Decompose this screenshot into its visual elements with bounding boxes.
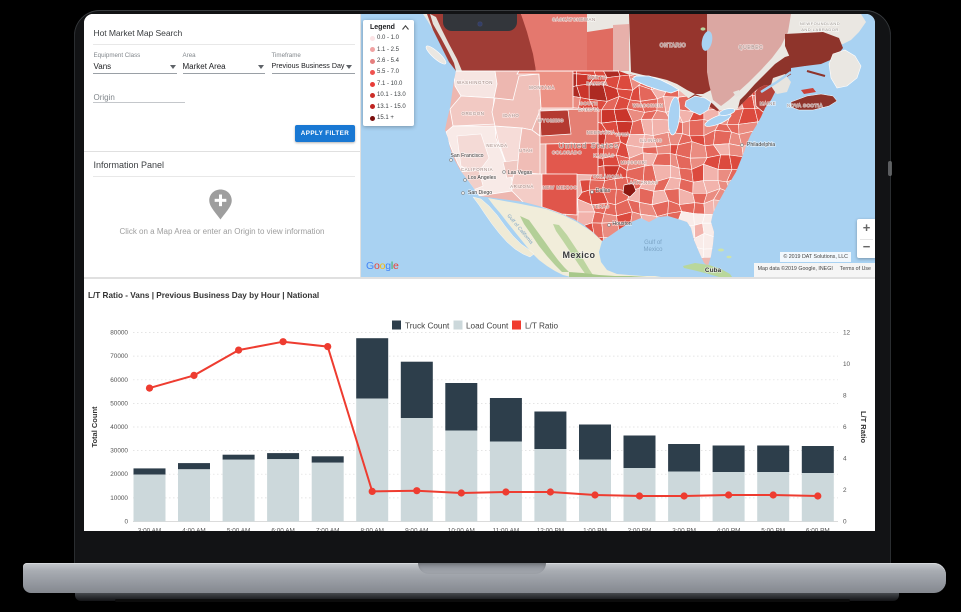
svg-text:WYOMING: WYOMING xyxy=(538,118,564,123)
svg-text:5:00 AM: 5:00 AM xyxy=(227,527,250,531)
svg-text:ONTARIO: ONTARIO xyxy=(660,43,687,49)
svg-text:40000: 40000 xyxy=(110,424,128,431)
svg-text:2: 2 xyxy=(843,487,847,494)
svg-text:IOWA: IOWA xyxy=(616,132,630,137)
svg-text:NORTH: NORTH xyxy=(588,75,607,80)
svg-text:12:00 PM: 12:00 PM xyxy=(537,527,564,531)
svg-text:80000: 80000 xyxy=(110,329,128,336)
svg-text:L/T Ratio: L/T Ratio xyxy=(859,410,868,442)
svg-text:8: 8 xyxy=(843,392,847,399)
svg-text:NOVA SCOTIA: NOVA SCOTIA xyxy=(787,103,823,108)
svg-text:San Francisco: San Francisco xyxy=(450,153,483,159)
svg-text:CALIFORNIA: CALIFORNIA xyxy=(461,167,493,172)
svg-text:10:00 AM: 10:00 AM xyxy=(448,527,475,531)
svg-text:11:00 AM: 11:00 AM xyxy=(493,527,520,531)
svg-text:2:00 PM: 2:00 PM xyxy=(628,527,652,531)
svg-text:70000: 70000 xyxy=(110,353,128,360)
svg-text:DAKOTA: DAKOTA xyxy=(578,107,599,112)
svg-text:0: 0 xyxy=(843,518,847,525)
svg-text:9:00 AM: 9:00 AM xyxy=(405,527,428,531)
svg-text:WASHINGTON: WASHINGTON xyxy=(457,80,493,85)
svg-text:Total Count: Total Count xyxy=(90,405,99,447)
svg-text:L/T Ratio: L/T Ratio xyxy=(525,321,559,330)
svg-text:IDAHO: IDAHO xyxy=(503,113,520,118)
svg-text:50000: 50000 xyxy=(110,400,128,407)
svg-text:Gulf of: Gulf of xyxy=(644,240,662,246)
svg-text:ARIZONA: ARIZONA xyxy=(510,184,534,189)
svg-text:ILLINOIS: ILLINOIS xyxy=(640,138,663,143)
svg-text:MAINE: MAINE xyxy=(760,101,776,106)
svg-text:Load Count: Load Count xyxy=(466,321,509,330)
svg-text:Dallas: Dallas xyxy=(596,188,611,194)
svg-text:NEW MEXICO: NEW MEXICO xyxy=(543,185,578,190)
svg-text:ARKANSAS: ARKANSAS xyxy=(630,180,659,185)
svg-text:OREGON: OREGON xyxy=(461,111,484,116)
svg-text:KANSAS: KANSAS xyxy=(593,153,614,158)
svg-text:3:00 AM: 3:00 AM xyxy=(138,527,161,531)
svg-text:4:00 AM: 4:00 AM xyxy=(182,527,205,531)
svg-text:10000: 10000 xyxy=(110,494,128,501)
svg-text:UTAH: UTAH xyxy=(519,148,533,153)
svg-text:SOUTH: SOUTH xyxy=(580,101,598,106)
svg-text:NEWFOUNDLAND: NEWFOUNDLAND xyxy=(800,21,840,26)
svg-text:5:00 PM: 5:00 PM xyxy=(761,527,785,531)
svg-text:Mexico: Mexico xyxy=(643,247,663,253)
svg-text:6: 6 xyxy=(843,424,847,431)
svg-text:6:00 PM: 6:00 PM xyxy=(806,527,830,531)
svg-text:0: 0 xyxy=(124,518,128,525)
svg-text:4: 4 xyxy=(843,455,847,462)
svg-text:NEVADA: NEVADA xyxy=(486,143,507,148)
svg-text:30000: 30000 xyxy=(110,447,128,454)
svg-text:WISCONSIN: WISCONSIN xyxy=(633,103,664,108)
svg-text:Philadelphia: Philadelphia xyxy=(747,142,775,148)
svg-text:Cuba: Cuba xyxy=(705,267,722,274)
svg-text:Houston: Houston xyxy=(612,221,631,227)
svg-text:SASKATCHEWAN: SASKATCHEWAN xyxy=(552,17,596,22)
svg-text:8:00 AM: 8:00 AM xyxy=(360,527,383,531)
svg-text:United States: United States xyxy=(559,141,620,150)
svg-text:7:00 AM: 7:00 AM xyxy=(316,527,339,531)
svg-text:OKLAHOMA: OKLAHOMA xyxy=(593,174,623,179)
svg-text:Truck Count: Truck Count xyxy=(405,321,450,330)
svg-text:20000: 20000 xyxy=(110,471,128,478)
svg-text:L/T Ratio - Vans | Previous Bu: L/T Ratio - Vans | Previous Business Day… xyxy=(88,291,319,300)
svg-text:60000: 60000 xyxy=(110,376,128,383)
svg-text:MISSOURI: MISSOURI xyxy=(621,160,648,165)
svg-text:6:00 AM: 6:00 AM xyxy=(271,527,294,531)
svg-text:MONTANA: MONTANA xyxy=(529,85,555,90)
svg-text:DAKOTA: DAKOTA xyxy=(586,81,607,86)
svg-text:NEBRASKA: NEBRASKA xyxy=(587,130,616,135)
svg-text:Los Angeles: Los Angeles xyxy=(468,175,497,181)
svg-text:TEXAS: TEXAS xyxy=(592,204,609,209)
svg-text:COLORADO: COLORADO xyxy=(552,150,582,155)
svg-text:4:00 PM: 4:00 PM xyxy=(717,527,741,531)
svg-text:Mexico: Mexico xyxy=(563,250,596,260)
svg-text:QUEBEC: QUEBEC xyxy=(739,45,764,51)
svg-text:1:00 PM: 1:00 PM xyxy=(583,527,607,531)
svg-text:12: 12 xyxy=(843,329,851,336)
svg-text:Las Vegas: Las Vegas xyxy=(508,170,533,176)
svg-text:3:00 PM: 3:00 PM xyxy=(672,527,696,531)
svg-text:10: 10 xyxy=(843,361,851,368)
svg-text:San Diego: San Diego xyxy=(468,190,492,196)
svg-text:AND LABRADOR: AND LABRADOR xyxy=(801,27,839,32)
